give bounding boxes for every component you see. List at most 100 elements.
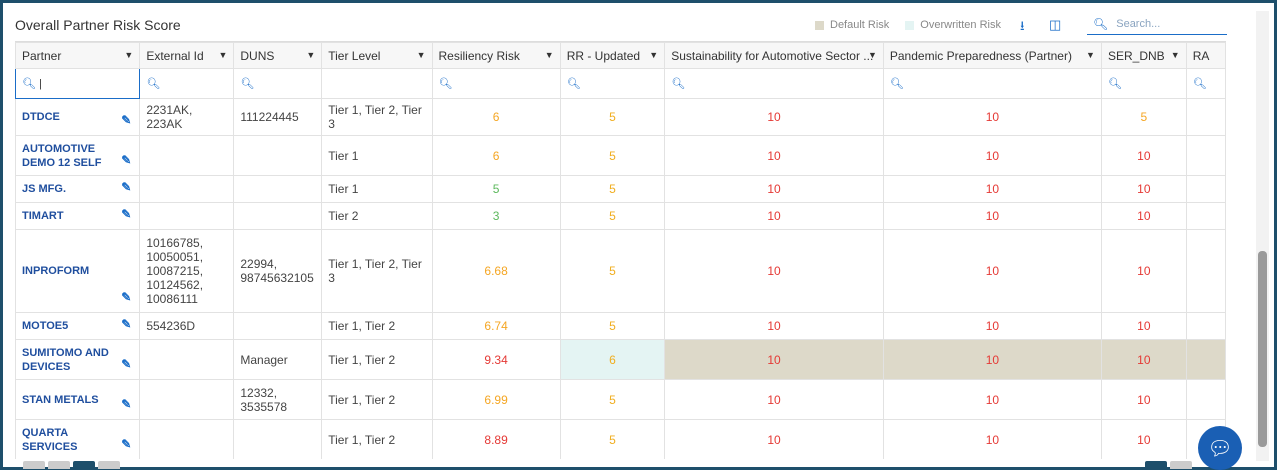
column-filter-input[interactable]: 🔍︎ <box>1100 68 1187 99</box>
vertical-scrollbar[interactable] <box>1258 251 1267 447</box>
search-icon: 🔍︎ <box>889 78 904 90</box>
column-header[interactable]: Partner ▼ <box>15 42 141 69</box>
columns-icon[interactable]: ◫ <box>1049 17 1062 32</box>
cell-tier: Tier 1, Tier 2, Tier 3 <box>321 98 433 136</box>
search-icon: 🔍︎ <box>146 78 161 90</box>
cell-ser-dnb: 10 <box>1100 202 1187 230</box>
table-row[interactable]: JS MFG. ✎ Tier 1 5 5 10 10 10 <box>15 175 1226 203</box>
risk-grid: Partner ▼ External Id ▼ DUNS ▼ Tier Level ▼ Resi… <box>15 41 1226 459</box>
column-header[interactable]: Tier Level ▼ <box>321 42 433 69</box>
cell-external-id: 2231AK, 223AK <box>139 98 235 136</box>
partner-link[interactable]: SUMITOMO AND DEVICES <box>22 346 109 373</box>
column-header[interactable]: DUNS ▼ <box>233 42 323 69</box>
partner-link[interactable]: AUTOMOTIVE DEMO 12 SELF <box>22 142 102 169</box>
column-filter-input[interactable]: 🔍︎ <box>139 68 235 99</box>
cell-sustainability: 10 <box>664 229 884 313</box>
column-filter-input[interactable]: 🔍︎ <box>882 68 1102 99</box>
chat-icon[interactable]: 💬︎ <box>1198 426 1242 470</box>
cell-empty <box>1185 175 1226 203</box>
filter-icon[interactable]: ▼ <box>306 50 316 60</box>
column-header[interactable]: SER_DNB ▼ <box>1100 42 1187 69</box>
cell-ser-dnb: 10 <box>1100 339 1187 380</box>
filter-icon[interactable]: ▼ <box>1086 50 1095 60</box>
edit-icon[interactable]: ✎ <box>121 113 132 127</box>
column-filter-input[interactable]: 🔍︎ <box>431 68 561 99</box>
cell-pandemic: 10 <box>882 419 1102 459</box>
pager-left[interactable] <box>23 461 120 469</box>
filter-icon[interactable]: ▼ <box>867 50 877 60</box>
search-icon: 🔍︎ <box>1192 78 1207 90</box>
cell-value: Manager <box>240 352 288 367</box>
cell-pandemic: 10 <box>882 379 1102 420</box>
filter-icon[interactable]: ▼ <box>649 50 659 60</box>
column-filter-input[interactable]: 🔍︎ <box>1185 68 1226 99</box>
column-header[interactable]: Sustainability for Automotive Sector ...… <box>664 42 884 69</box>
column-filter-input[interactable]: 🔍︎ <box>664 68 884 99</box>
column-header[interactable]: Resiliency Risk ▼ <box>431 42 561 69</box>
cell-partner: QUARTA SERVICES ✎ <box>15 419 141 459</box>
column-filter-input[interactable]: 🔍︎ <box>233 68 323 99</box>
table-row[interactable]: INPROFORM ✎ 10166785, 10050051, 10087215, … <box>15 229 1226 313</box>
search-box[interactable]: 🔍︎ Search... <box>1087 13 1227 35</box>
partner-link[interactable]: DTDCE <box>22 111 60 123</box>
cell-value: 10 <box>985 148 1000 163</box>
partner-link[interactable]: STAN METALS <box>22 393 99 406</box>
cell-value: 10 <box>985 182 1000 196</box>
column-header[interactable]: RR - Updated ▼ <box>559 42 666 69</box>
filter-icon[interactable]: ▼ <box>1170 50 1180 60</box>
partner-link[interactable]: TIMART <box>22 210 64 222</box>
table-row[interactable]: QUARTA SERVICES ✎ Tier 1, Tier 2 8.89 5 10 10 1… <box>15 419 1226 459</box>
filter-icon[interactable]: ▼ <box>124 50 134 60</box>
cell-value: 10 <box>767 319 781 333</box>
search-input[interactable]: Search... <box>1116 17 1161 30</box>
column-filter-input[interactable] <box>321 68 433 99</box>
edit-icon[interactable]: ✎ <box>121 207 132 221</box>
edit-icon[interactable]: ✎ <box>121 437 132 451</box>
column-header[interactable]: External Id ▼ <box>139 42 235 69</box>
filter-icon[interactable]: ▼ <box>544 50 554 60</box>
cell-value: 554236D <box>146 319 196 333</box>
cell-pandemic: 10 <box>882 98 1102 136</box>
partner-link[interactable]: JS MFG. <box>22 183 67 195</box>
cell-sustainability: 10 <box>664 379 884 420</box>
download-icon[interactable]: ⭳ <box>1020 18 1025 33</box>
column-filter-input[interactable]: 🔍︎ <box>559 68 666 99</box>
cell-value: 10 <box>1137 392 1151 407</box>
edit-icon[interactable]: ✎ <box>121 180 132 194</box>
column-filter-input[interactable]: 🔍︎ | <box>15 68 141 99</box>
cell-sustainability: 10 <box>664 202 884 230</box>
cell-partner: JS MFG. ✎ <box>15 175 141 203</box>
partner-link[interactable]: QUARTA SERVICES <box>22 426 78 453</box>
cell-value: Tier 1, Tier 2 <box>328 392 396 407</box>
table-row[interactable]: SUMITOMO AND DEVICES ✎ Manager Tier 1, Tier… <box>15 339 1226 380</box>
cell-external-id <box>139 379 235 420</box>
cell-external-id: 554236D <box>139 312 235 340</box>
column-header-label: DUNS <box>240 48 275 63</box>
table-row[interactable]: TIMART ✎ Tier 2 3 5 10 10 10 <box>15 202 1226 230</box>
table-row[interactable]: MOTOE5 ✎ 554236D Tier 1, Tier 2 6.74 5 10 10 10 <box>15 312 1226 340</box>
table-row[interactable]: STAN METALS ✎ 12332, 3535578 Tier 1, Tier 2… <box>15 379 1226 420</box>
cell-empty <box>1185 339 1226 380</box>
edit-icon[interactable]: ✎ <box>121 290 132 304</box>
edit-icon[interactable]: ✎ <box>121 397 132 411</box>
filter-icon[interactable]: ▼ <box>218 50 228 60</box>
partner-link[interactable]: MOTOE5 <box>22 320 69 332</box>
cell-sustainability: 10 <box>664 419 884 459</box>
table-row[interactable]: DTDCE ✎ 2231AK, 223AK 111224445 Tier 1, Tier… <box>15 98 1226 136</box>
column-header-label: External Id <box>146 48 204 63</box>
edit-icon[interactable]: ✎ <box>121 357 132 371</box>
edit-icon[interactable]: ✎ <box>121 317 132 331</box>
column-header[interactable]: RA <box>1185 42 1226 69</box>
column-header-label: Partner <box>22 48 62 63</box>
table-row[interactable]: AUTOMOTIVE DEMO 12 SELF ✎ Tier 1 6 5 10 10 10 <box>15 135 1226 176</box>
pager-right[interactable] <box>1145 461 1192 469</box>
filter-icon[interactable]: ▼ <box>416 50 426 60</box>
partner-link[interactable]: INPROFORM <box>22 265 90 277</box>
cell-value: Tier 1 <box>328 148 359 163</box>
cell-tier: Tier 1 <box>321 175 433 203</box>
edit-icon[interactable]: ✎ <box>121 153 132 167</box>
column-header[interactable]: Pandemic Preparedness (Partner) ▼ <box>882 42 1102 69</box>
cell-duns: Manager <box>233 339 323 380</box>
cell-tier: Tier 1, Tier 2 <box>321 339 433 380</box>
